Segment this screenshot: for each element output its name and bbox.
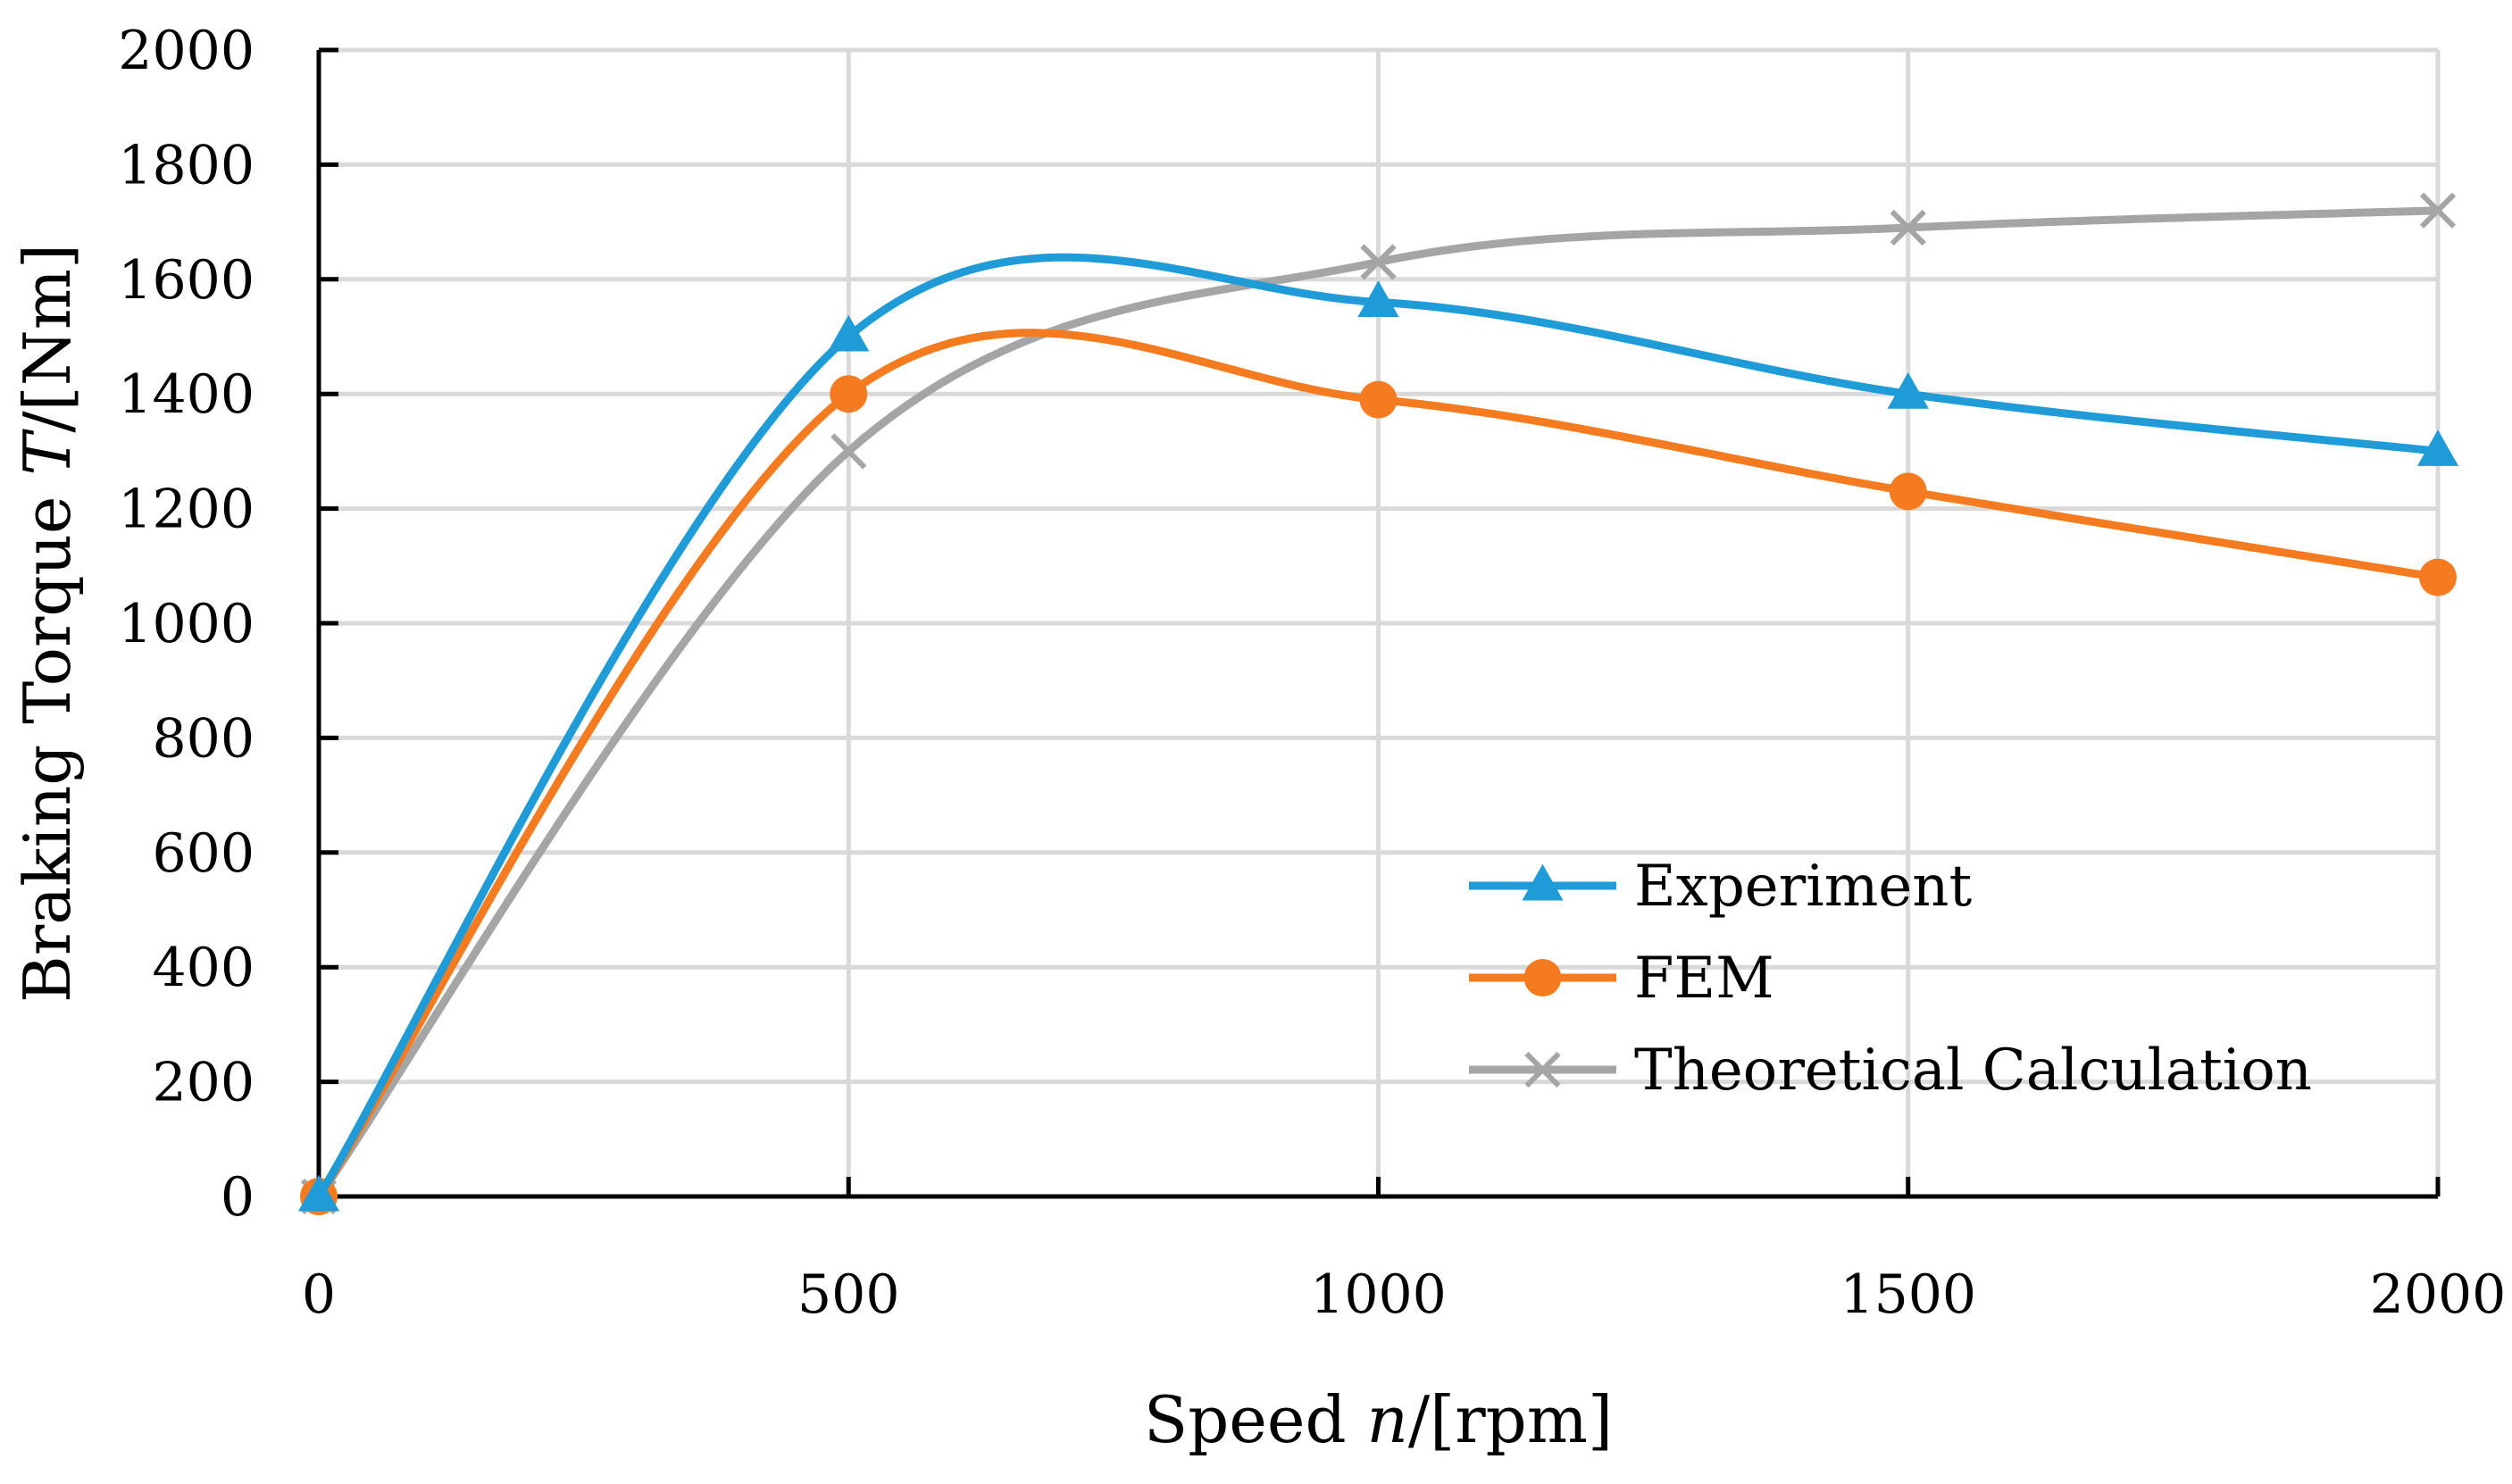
- marker-fem-500: [830, 375, 868, 413]
- x-tick-label-1500: 1500: [1840, 1263, 1976, 1326]
- marker-experiment-2000: [2416, 429, 2459, 466]
- x-tick-label-0: 0: [302, 1263, 336, 1326]
- x-tick-label-500: 500: [797, 1263, 900, 1326]
- series-theoretical-calculation: [300, 192, 2457, 1215]
- y-tick-label-800: 800: [152, 707, 255, 770]
- y-tick-label-1200: 1200: [118, 479, 255, 541]
- marker-theoretical-calculation-2000: [2419, 192, 2457, 229]
- y-tick-label-0: 0: [221, 1166, 255, 1229]
- legend-entry-theoretical-calculation: Theoretical Calculation: [1469, 1038, 2312, 1104]
- marker-fem-2000: [2419, 558, 2457, 596]
- series: [297, 192, 2459, 1215]
- marker-theoretical-calculation-1500: [1890, 209, 1926, 246]
- y-tick-label-400: 400: [152, 937, 255, 999]
- legend-marker-theoretical-calculation: [1524, 1051, 1561, 1088]
- marker-theoretical-calculation-1000: [1360, 244, 1397, 280]
- y-tick-label-200: 200: [152, 1052, 255, 1114]
- marker-experiment-1000: [1357, 280, 1399, 317]
- y-tick-label-1000: 1000: [118, 593, 255, 655]
- marker-experiment-1500: [1887, 372, 1929, 409]
- marker-fem-1000: [1359, 380, 1398, 419]
- y-tick-label-2000: 2000: [118, 20, 255, 82]
- tick-labels: 0 200 400 600 800 1000 1200 1400 1600 1800 2000 0 50…: [118, 20, 2506, 1326]
- series-line-experiment: [314, 253, 2442, 1201]
- legend: Experiment FEM Theoretical Calculation: [1469, 854, 2312, 1104]
- legend-marker-fem: [1523, 959, 1562, 996]
- legend-label-theoretical-calculation: Theoretical Calculation: [1634, 1038, 2312, 1104]
- legend-label-fem: FEM: [1634, 946, 1774, 1012]
- legend-marker-experiment: [1522, 863, 1564, 901]
- y-tick-label-1800: 1800: [118, 134, 255, 196]
- series-line-theoretical-calculation: [314, 206, 2442, 1201]
- marker-experiment-0: [297, 1174, 340, 1212]
- y-tick-label-600: 600: [152, 822, 255, 885]
- marker-fem-1500: [1889, 472, 1927, 511]
- y-tick-label-1400: 1400: [118, 363, 255, 426]
- axis-titles: Speed n/[rpm] Braking Torque T/[Nm]: [10, 244, 1613, 1457]
- x-axis-title: Speed n/[rpm]: [1144, 1382, 1613, 1457]
- legend-label-experiment: Experiment: [1634, 854, 1973, 920]
- series-line-fem: [314, 329, 2442, 1201]
- legend-entry-fem: FEM: [1469, 946, 1774, 1012]
- x-tick-label-1000: 1000: [1310, 1263, 1447, 1326]
- x-tick-label-2000: 2000: [2370, 1263, 2507, 1326]
- marker-theoretical-calculation-500: [830, 433, 867, 470]
- legend-entry-experiment: Experiment: [1469, 854, 1973, 920]
- y-tick-label-1600: 1600: [118, 249, 255, 312]
- y-axis-title: Braking Torque T/[Nm]: [10, 244, 85, 1003]
- series-experiment: [297, 253, 2459, 1212]
- marker-experiment-500: [828, 314, 870, 352]
- axes: [316, 47, 2441, 1199]
- grid: [319, 47, 2441, 1196]
